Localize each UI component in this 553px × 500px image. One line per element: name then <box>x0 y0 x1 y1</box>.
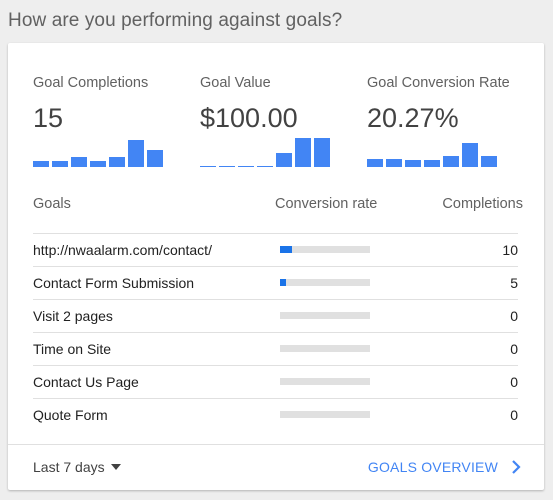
conversion-rate-bar <box>280 279 370 286</box>
completions-count: 0 <box>510 308 518 324</box>
chevron-right-icon[interactable] <box>508 458 524 476</box>
metric-goal-completions: Goal Completions 15 <box>33 75 163 167</box>
goals-card: Goal Completions 15 Goal Value $100.00 G… <box>8 43 544 490</box>
goal-name: Contact Us Page <box>33 374 139 390</box>
spark-bar <box>147 150 163 167</box>
card-footer: Last 7 days GOALS OVERVIEW <box>8 444 544 491</box>
table-row: http://nwaalarm.com/contact/10 <box>33 233 518 266</box>
spark-bar <box>109 157 125 167</box>
goal-name: http://nwaalarm.com/contact/ <box>33 242 212 258</box>
table-row: Contact Form Submission 5 <box>33 266 518 299</box>
spark-bar <box>200 166 216 167</box>
goal-name: Visit 2 pages <box>33 308 113 324</box>
spark-bar <box>90 161 106 167</box>
spark-bar <box>276 153 292 167</box>
table-row: Quote Form 0 <box>33 398 518 431</box>
conversion-rate-bar <box>280 378 370 385</box>
spark-bar <box>128 140 144 167</box>
completions-count: 0 <box>510 341 518 357</box>
spark-bar <box>257 166 273 167</box>
sparkline <box>367 137 500 167</box>
conversion-rate-bar <box>280 345 370 352</box>
column-header-conversion-rate: Conversion rate <box>275 196 378 212</box>
column-header-goals: Goals <box>33 196 71 212</box>
spark-bar <box>71 157 87 167</box>
metric-value: 20.27% <box>367 103 459 133</box>
metric-label: Goal Value <box>200 75 271 91</box>
completions-count: 0 <box>510 374 518 390</box>
goal-name: Contact Form Submission <box>33 275 195 291</box>
metric-goal-value: Goal Value $100.00 <box>200 75 330 167</box>
table-row: Contact Us Page 0 <box>33 365 518 398</box>
spark-bar <box>405 160 421 167</box>
metric-value: 15 <box>33 103 64 133</box>
spark-bar <box>295 138 311 167</box>
goal-name: Time on Site <box>33 341 112 357</box>
spark-bar <box>424 160 440 167</box>
sparkline <box>200 137 333 167</box>
spark-bar <box>52 161 68 167</box>
conversion-rate-bar <box>280 312 370 319</box>
spark-bar <box>367 159 383 167</box>
goal-name: Quote Form <box>33 407 108 423</box>
metric-label: Goal Conversion Rate <box>367 75 510 91</box>
goals-table: http://nwaalarm.com/contact/10 Contact Fo… <box>33 233 518 431</box>
table-row: Visit 2 pages 0 <box>33 299 518 332</box>
spark-bar <box>386 159 402 167</box>
conversion-rate-fill <box>280 246 293 253</box>
metric-goal-conversion-rate: Goal Conversion Rate 20.27% <box>367 75 510 167</box>
goals-overview-link[interactable]: GOALS OVERVIEW <box>367 459 498 475</box>
spark-bar <box>219 166 235 167</box>
date-range-dropdown[interactable]: Last 7 days <box>33 459 121 475</box>
page-title: How are you performing against goals? <box>8 10 343 31</box>
completions-count: 0 <box>510 407 518 423</box>
metric-value: $100.00 <box>200 103 298 133</box>
metric-label: Goal Completions <box>33 75 149 91</box>
conversion-rate-bar <box>280 411 370 418</box>
completions-count: 10 <box>502 242 518 258</box>
spark-bar <box>314 138 330 167</box>
spark-bar <box>481 156 497 167</box>
column-header-completions: Completions <box>442 196 523 212</box>
completions-count: 5 <box>510 275 518 291</box>
conversion-rate-fill <box>280 279 287 286</box>
date-range-label: Last 7 days <box>33 459 105 475</box>
sparkline <box>33 137 166 167</box>
conversion-rate-bar <box>280 246 370 253</box>
spark-bar <box>462 143 478 167</box>
spark-bar <box>238 166 254 167</box>
spark-bar <box>443 156 459 167</box>
caret-down-icon <box>110 464 121 470</box>
table-row: Time on Site 0 <box>33 332 518 365</box>
spark-bar <box>33 161 49 167</box>
